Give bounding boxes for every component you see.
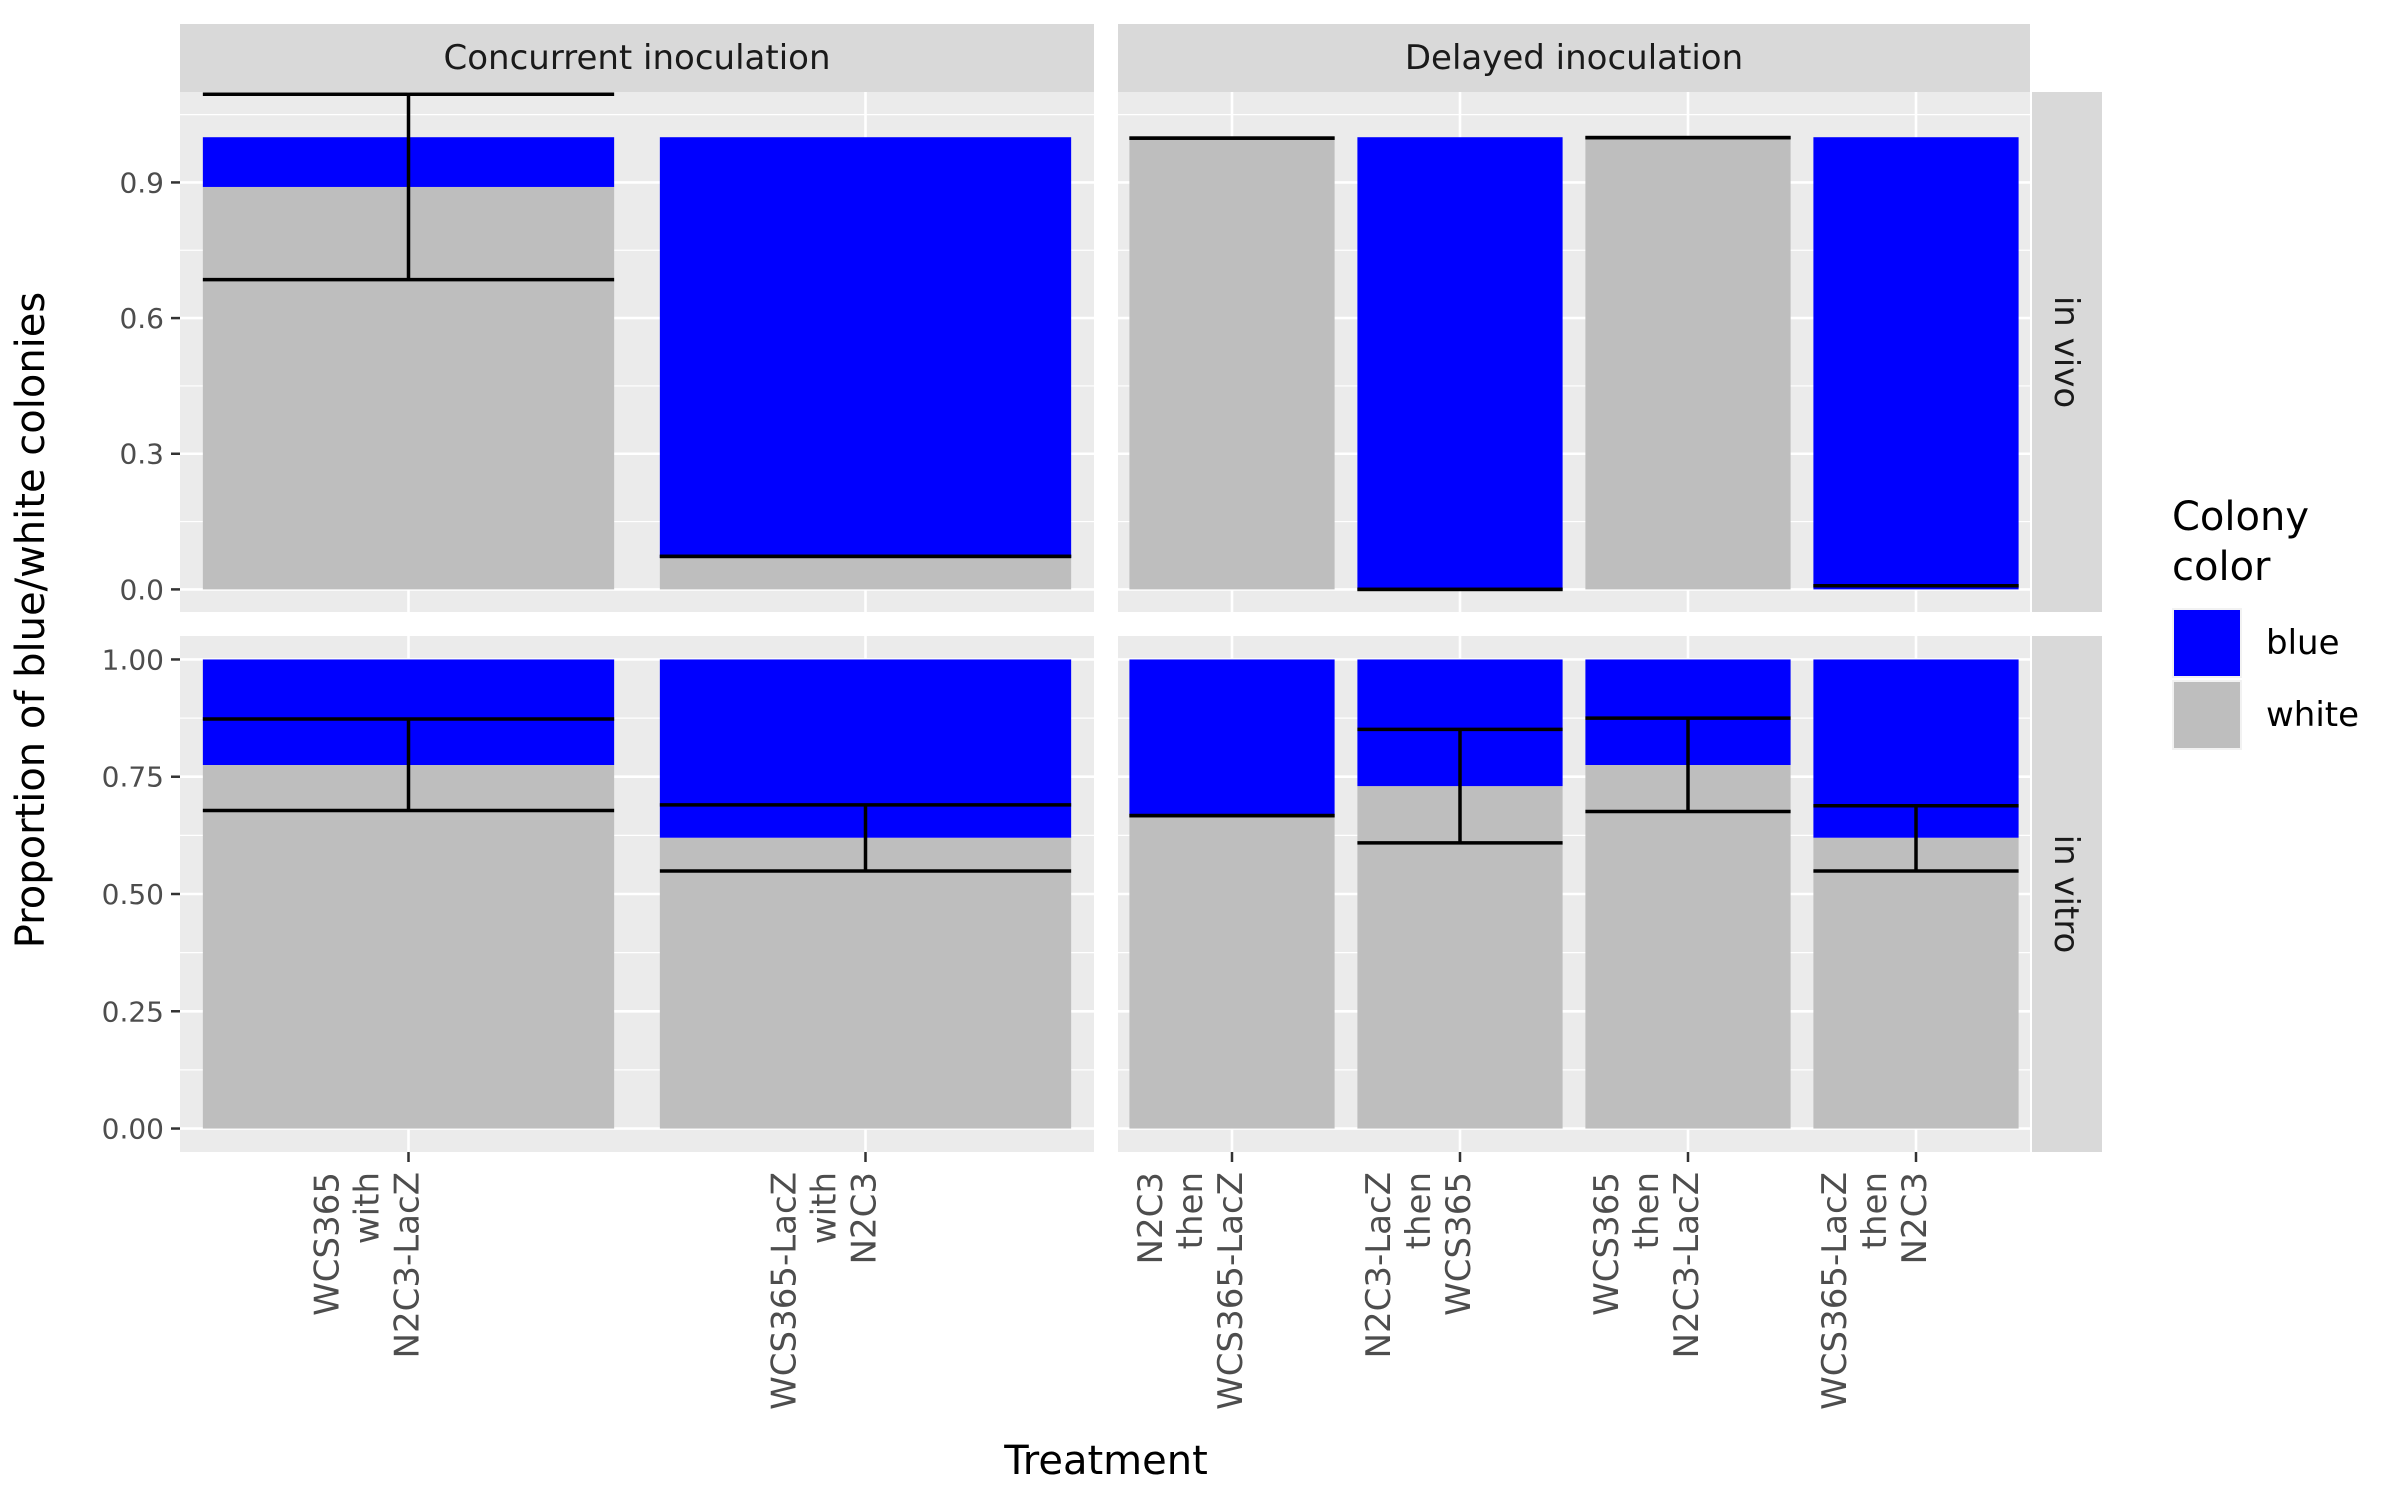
bar-segment-white: [1129, 814, 1335, 1129]
bar-segment-white: [1585, 765, 1791, 1129]
error-bar: [1357, 727, 1563, 845]
legend-title: color: [2172, 544, 2271, 590]
y-tick-label: 0.0: [119, 573, 164, 606]
legend-label: blue: [2266, 623, 2340, 663]
facet-panel: [1118, 636, 2030, 1152]
x-tick-label: then: [1627, 1172, 1667, 1249]
facet-panel: 0.00 0.25 0.50 0.75 1.00: [102, 636, 1094, 1152]
y-axis-title: Proportion of blue/white colonies: [8, 292, 54, 948]
x-tick-label: then: [1399, 1172, 1439, 1249]
y-tick-label: 0.50: [102, 878, 164, 911]
error-bar: [659, 803, 1072, 873]
facet-strip-column-label: Delayed inoculation: [1405, 38, 1743, 78]
bar-segment-blue: [1813, 137, 2019, 590]
y-tick-label: 0.00: [102, 1113, 164, 1146]
x-tick-label: WCS365-LacZ: [1815, 1172, 1855, 1410]
y-tick-label: 0.3: [119, 438, 164, 471]
facet-strip-row-label: in vitro: [2046, 835, 2086, 954]
facet-strip-column-label: Concurrent inoculation: [444, 38, 831, 78]
y-tick-label: 0.9: [119, 166, 164, 199]
bar-segment-blue: [659, 137, 1072, 558]
error-bar: [1813, 804, 2019, 873]
legend-key-swatch: [2174, 610, 2240, 676]
facet-strip-row-label: in vivo: [2046, 296, 2086, 408]
facet-panel: 0.0 0.3 0.6 0.9: [119, 92, 1094, 612]
x-tick-label: WCS365-LacZ: [1211, 1172, 1251, 1410]
bar-segment-white: [1585, 137, 1791, 590]
x-tick-label: then: [1171, 1172, 1211, 1249]
error-bar: [202, 92, 615, 282]
bar-segment-white: [659, 557, 1072, 590]
error-bar: [202, 717, 615, 813]
facet-strip-row: [2032, 92, 2102, 612]
y-tick-label: 0.25: [102, 995, 164, 1028]
x-tick-label: N2C3-LacZ: [1359, 1172, 1399, 1358]
bar-segment-blue: [1357, 137, 1563, 590]
legend-key-swatch: [2174, 682, 2240, 748]
error-bar: [1585, 716, 1791, 814]
y-tick-label: 1.00: [102, 643, 164, 676]
x-tick-label: N2C3: [845, 1172, 885, 1264]
y-tick-label: 0.6: [119, 302, 164, 335]
bar-segment-white: [202, 765, 615, 1129]
facet-strip-column: [180, 24, 1094, 92]
x-tick-label: WCS365: [1587, 1172, 1627, 1316]
x-tick-label: N2C3-LacZ: [1667, 1172, 1707, 1358]
facet-strip-row: [2032, 636, 2102, 1152]
x-tick-label: then: [1855, 1172, 1895, 1249]
x-tick-label: WCS365: [1439, 1172, 1479, 1316]
y-tick-label: 0.75: [102, 761, 164, 794]
x-tick-label: WCS365: [308, 1172, 348, 1316]
facet-panel: [1118, 92, 2030, 612]
x-tick-label: N2C3: [1131, 1172, 1171, 1264]
bar-segment-white: [1129, 137, 1335, 590]
x-tick-label: N2C3: [1895, 1172, 1935, 1264]
legend-label: white: [2266, 695, 2359, 735]
bar-segment-blue: [1129, 659, 1335, 815]
x-tick-label: N2C3-LacZ: [388, 1172, 428, 1358]
x-tick-label: WCS365-LacZ: [765, 1172, 805, 1410]
legend-title: Colony: [2172, 494, 2309, 540]
bar-segment-white: [1813, 837, 2019, 1129]
bar-segment-white: [659, 837, 1072, 1129]
x-tick-label: with: [348, 1172, 388, 1244]
x-tick-label: with: [805, 1172, 845, 1244]
x-axis-title: Treatment: [1003, 1438, 1208, 1484]
facet-strip-column: [1118, 24, 2030, 92]
